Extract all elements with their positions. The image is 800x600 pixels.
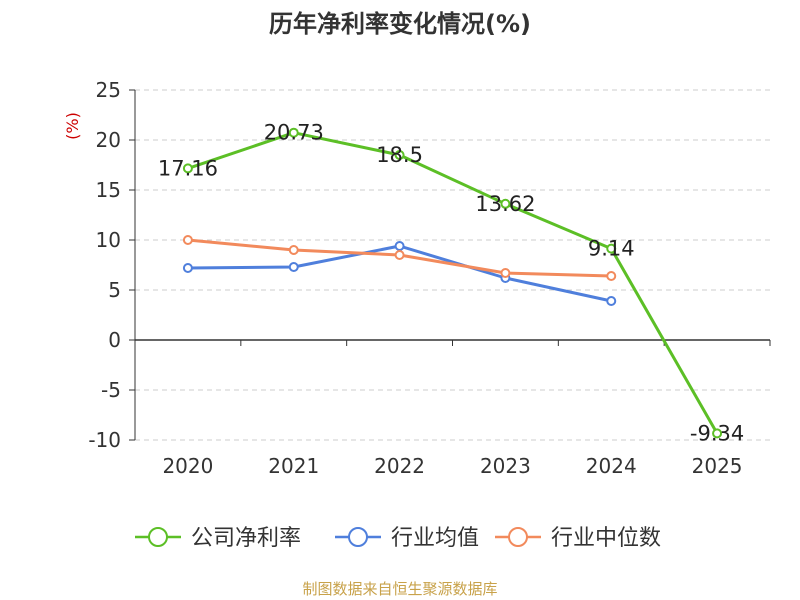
chart-title: 历年净利率变化情况(%)	[269, 10, 531, 38]
data-label: -9.34	[690, 421, 744, 445]
data-point	[500, 198, 511, 209]
data-point	[606, 271, 617, 281]
legend-marker	[148, 527, 168, 547]
data-point	[182, 235, 193, 245]
x-tick-label: 2022	[374, 454, 425, 478]
y-tick-label: 20	[96, 128, 121, 152]
data-labels: 17.16 20.73 18.5 13.62 9.14 -9.34	[158, 121, 744, 446]
legend-item: 行业均值	[335, 526, 479, 551]
legend-label: 公司净利率	[191, 526, 301, 551]
data-point	[288, 245, 299, 255]
x-tick-label: 2020	[162, 454, 213, 478]
y-tick-label: 0	[108, 328, 121, 352]
data-label: 17.16	[158, 156, 218, 180]
legend-label: 行业中位数	[551, 526, 661, 551]
data-label: 20.73	[264, 121, 324, 145]
x-tick-label: 2025	[692, 454, 743, 478]
y-tick-label: -10	[88, 428, 121, 452]
data-point	[500, 268, 511, 278]
data-label: 9.14	[588, 237, 635, 261]
axes: 25 20 15 10 5 0 -5 -10 2020 2021 2022 2023 2024 2025	[88, 78, 771, 478]
y-tick-label: 10	[96, 228, 121, 252]
legend-label: 行业均值	[391, 526, 479, 551]
legend-item: 公司净利率	[135, 526, 301, 551]
y-tick-label: -5	[101, 378, 121, 402]
data-point	[182, 163, 193, 174]
legend: 公司净利率 行业均值 行业中位数	[135, 526, 661, 551]
x-tick-label: 2024	[586, 454, 637, 478]
data-point	[606, 243, 617, 254]
x-tick-label: 2023	[480, 454, 531, 478]
data-point	[394, 150, 405, 160]
data-label: 13.62	[475, 192, 535, 216]
data-point	[182, 263, 193, 273]
data-point	[606, 296, 617, 306]
series	[182, 127, 723, 439]
data-point	[712, 428, 723, 439]
series-line	[187, 131, 719, 435]
legend-marker	[508, 527, 528, 547]
data-point	[288, 262, 299, 272]
x-tick-label: 2021	[268, 454, 319, 478]
data-label: 18.5	[376, 143, 423, 167]
y-tick-label: 15	[96, 178, 121, 202]
data-point	[394, 250, 405, 260]
y-axis-label: (%)	[63, 112, 82, 140]
source-note: 制图数据来自恒生聚源数据库	[302, 580, 498, 598]
data-point	[288, 127, 299, 138]
y-tick-label: 25	[96, 78, 121, 102]
y-tick-label: 5	[108, 278, 121, 302]
legend-marker	[348, 527, 368, 547]
data-point	[394, 241, 405, 251]
legend-item: 行业中位数	[495, 526, 661, 551]
grid	[135, 89, 770, 441]
